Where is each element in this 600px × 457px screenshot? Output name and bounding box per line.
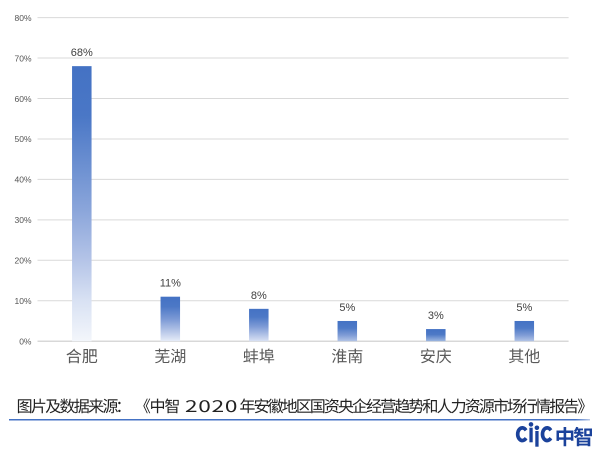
svg-text:10%: 10% bbox=[14, 296, 31, 306]
svg-text:11%: 11% bbox=[160, 278, 181, 290]
svg-text:3%: 3% bbox=[428, 310, 444, 322]
svg-text:68%: 68% bbox=[71, 47, 93, 59]
svg-text:5%: 5% bbox=[339, 302, 355, 314]
svg-text:0%: 0% bbox=[19, 337, 32, 347]
svg-text:8%: 8% bbox=[251, 290, 267, 302]
svg-text:70%: 70% bbox=[14, 53, 31, 63]
svg-text:20%: 20% bbox=[14, 256, 31, 266]
svg-text:40%: 40% bbox=[14, 175, 31, 185]
svg-text:60%: 60% bbox=[14, 94, 31, 104]
svg-text:50%: 50% bbox=[14, 134, 31, 144]
svg-text:5%: 5% bbox=[516, 302, 532, 314]
svg-text:80%: 80% bbox=[14, 13, 31, 23]
svg-text:30%: 30% bbox=[14, 215, 31, 225]
